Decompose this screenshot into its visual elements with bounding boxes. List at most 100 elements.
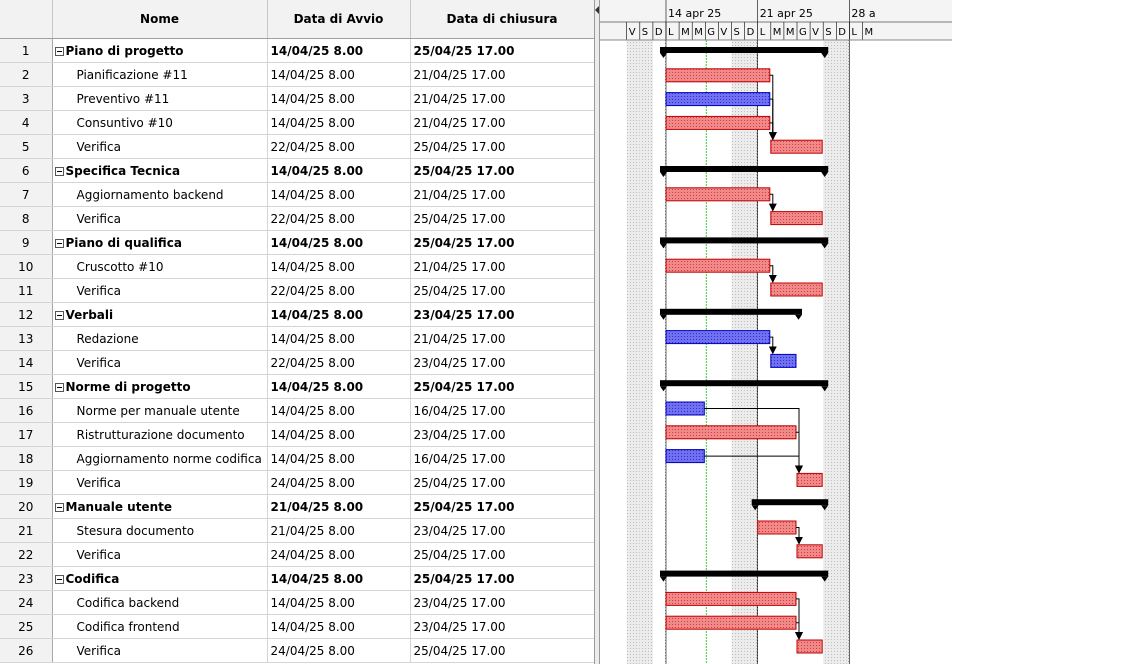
task-bar[interactable] [665, 258, 771, 273]
end-date-cell[interactable]: 25/04/25 17.00 [410, 134, 594, 159]
summary-task-row[interactable]: 20 Manuale utente 21/04/25 8.00 25/04/25 17… [0, 494, 594, 519]
task-row[interactable]: 19 Verifica 24/04/25 8.00 25/04/25 17.00 [0, 470, 594, 495]
task-row[interactable]: 8 Verifica 22/04/25 8.00 25/04/25 17.00 [0, 206, 594, 231]
row-number[interactable]: 7 [0, 182, 53, 207]
start-date-cell[interactable]: 22/04/25 8.00 [267, 134, 411, 159]
start-date-cell[interactable]: 24/04/25 8.00 [267, 542, 411, 567]
task-name-cell[interactable]: Piano di qualifica [52, 230, 268, 255]
start-date-cell[interactable]: 14/04/25 8.00 [267, 230, 411, 255]
start-date-cell[interactable]: 14/04/25 8.00 [267, 182, 411, 207]
task-name-cell[interactable]: Stesura documento [52, 518, 268, 543]
end-date-cell[interactable]: 25/04/25 17.00 [410, 158, 594, 183]
row-number[interactable]: 26 [0, 638, 53, 663]
start-date-cell[interactable]: 14/04/25 8.00 [267, 446, 411, 471]
row-number[interactable]: 18 [0, 446, 53, 471]
task-bar[interactable] [665, 187, 771, 202]
task-name-cell[interactable]: Verifica [52, 470, 268, 495]
end-date-cell[interactable]: 25/04/25 17.00 [410, 278, 594, 303]
task-name-cell[interactable]: Verifica [52, 350, 268, 375]
row-number[interactable]: 20 [0, 494, 53, 519]
task-name-cell[interactable]: Verbali [52, 302, 268, 327]
summary-task-row[interactable]: 15 Norme di progetto 14/04/25 8.00 25/04/25… [0, 374, 594, 399]
column-header-name[interactable]: Nome [52, 0, 268, 39]
row-number[interactable]: 14 [0, 350, 53, 375]
task-name-cell[interactable]: Norme di progetto [52, 374, 268, 399]
collapse-arrow-icon[interactable] [595, 6, 599, 14]
task-name-cell[interactable]: Codifica [52, 566, 268, 591]
row-number[interactable]: 24 [0, 590, 53, 615]
row-number[interactable]: 21 [0, 518, 53, 543]
collapse-toggle-icon[interactable] [54, 46, 64, 56]
row-number[interactable]: 13 [0, 326, 53, 351]
start-date-cell[interactable]: 14/04/25 8.00 [267, 110, 411, 135]
start-date-cell[interactable]: 21/04/25 8.00 [267, 494, 411, 519]
start-date-cell[interactable]: 22/04/25 8.00 [267, 350, 411, 375]
start-date-cell[interactable]: 21/04/25 8.00 [267, 518, 411, 543]
start-date-cell[interactable]: 14/04/25 8.00 [267, 254, 411, 279]
task-row[interactable]: 25 Codifica frontend 14/04/25 8.00 23/04/25… [0, 614, 594, 639]
collapse-toggle-icon[interactable] [54, 238, 64, 248]
collapse-toggle-icon[interactable] [54, 310, 64, 320]
start-date-cell[interactable]: 14/04/25 8.00 [267, 326, 411, 351]
task-name-cell[interactable]: Redazione [52, 326, 268, 351]
summary-task-row[interactable]: 1 Piano di progetto 14/04/25 8.00 25/04/25 … [0, 38, 594, 63]
critical-task-bar-blue[interactable] [665, 449, 705, 464]
summary-bar[interactable] [660, 570, 829, 577]
row-number[interactable]: 9 [0, 230, 53, 255]
row-number[interactable]: 6 [0, 158, 53, 183]
task-bar[interactable] [665, 115, 771, 130]
start-date-cell[interactable]: 24/04/25 8.00 [267, 638, 411, 663]
start-date-cell[interactable]: 14/04/25 8.00 [267, 86, 411, 111]
row-number[interactable]: 5 [0, 134, 53, 159]
task-bar[interactable] [796, 544, 823, 559]
start-date-cell[interactable]: 14/04/25 8.00 [267, 38, 411, 63]
summary-task-row[interactable]: 12 Verbali 14/04/25 8.00 23/04/25 17.00 [0, 302, 594, 327]
end-date-cell[interactable]: 21/04/25 17.00 [410, 182, 594, 207]
end-date-cell[interactable]: 25/04/25 17.00 [410, 230, 594, 255]
task-bar[interactable] [796, 639, 823, 654]
start-date-cell[interactable]: 14/04/25 8.00 [267, 422, 411, 447]
collapse-toggle-icon[interactable] [54, 502, 64, 512]
task-row[interactable]: 22 Verifica 24/04/25 8.00 25/04/25 17.00 [0, 542, 594, 567]
end-date-cell[interactable]: 25/04/25 17.00 [410, 566, 594, 591]
row-number[interactable]: 12 [0, 302, 53, 327]
task-bar[interactable] [665, 591, 797, 606]
end-date-cell[interactable]: 21/04/25 17.00 [410, 326, 594, 351]
task-name-cell[interactable]: Ristrutturazione documento [52, 422, 268, 447]
critical-task-bar-blue[interactable] [665, 401, 705, 416]
row-number[interactable]: 25 [0, 614, 53, 639]
task-name-cell[interactable]: Cruscotto #10 [52, 254, 268, 279]
end-date-cell[interactable]: 23/04/25 17.00 [410, 614, 594, 639]
row-number[interactable]: 10 [0, 254, 53, 279]
row-number[interactable]: 19 [0, 470, 53, 495]
task-name-cell[interactable]: Piano di progetto [52, 38, 268, 63]
end-date-cell[interactable]: 25/04/25 17.00 [410, 542, 594, 567]
task-bar[interactable] [665, 68, 771, 83]
row-number[interactable]: 16 [0, 398, 53, 423]
start-date-cell[interactable]: 14/04/25 8.00 [267, 566, 411, 591]
task-row[interactable]: 14 Verifica 22/04/25 8.00 23/04/25 17.00 [0, 350, 594, 375]
end-date-cell[interactable]: 21/04/25 17.00 [410, 86, 594, 111]
task-bar[interactable] [665, 425, 797, 440]
task-bar[interactable] [665, 615, 797, 630]
collapse-toggle-icon[interactable] [54, 166, 64, 176]
end-date-cell[interactable]: 25/04/25 17.00 [410, 638, 594, 663]
row-number[interactable]: 3 [0, 86, 53, 111]
task-row[interactable]: 26 Verifica 24/04/25 8.00 25/04/25 17.00 [0, 638, 594, 663]
start-date-cell[interactable]: 14/04/25 8.00 [267, 398, 411, 423]
row-number[interactable]: 15 [0, 374, 53, 399]
summary-bar[interactable] [751, 499, 829, 506]
critical-task-bar-blue[interactable] [665, 92, 771, 107]
task-row[interactable]: 2 Pianificazione #11 14/04/25 8.00 21/04/25… [0, 62, 594, 87]
task-name-cell[interactable]: Codifica backend [52, 590, 268, 615]
task-name-cell[interactable]: Verifica [52, 542, 268, 567]
task-row[interactable]: 18 Aggiornamento norme codifica 14/04/25 8… [0, 446, 594, 471]
start-date-cell[interactable]: 14/04/25 8.00 [267, 374, 411, 399]
start-date-cell[interactable]: 14/04/25 8.00 [267, 158, 411, 183]
row-number[interactable]: 11 [0, 278, 53, 303]
end-date-cell[interactable]: 25/04/25 17.00 [410, 470, 594, 495]
summary-task-row[interactable]: 6 Specifica Tecnica 14/04/25 8.00 25/04/25 … [0, 158, 594, 183]
task-row[interactable]: 10 Cruscotto #10 14/04/25 8.00 21/04/25 17.… [0, 254, 594, 279]
end-date-cell[interactable]: 25/04/25 17.00 [410, 374, 594, 399]
end-date-cell[interactable]: 25/04/25 17.00 [410, 38, 594, 63]
